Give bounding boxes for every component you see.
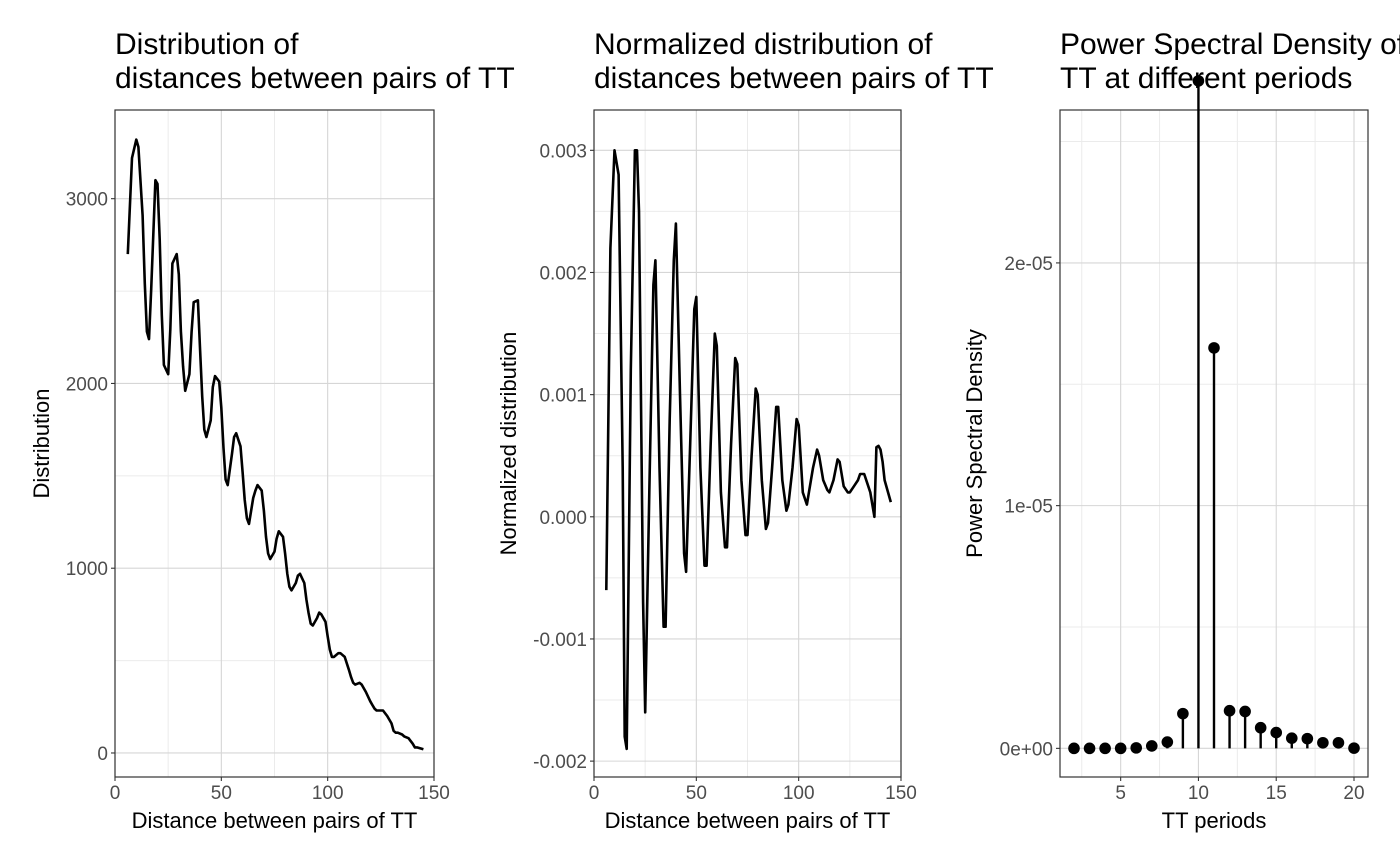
- panel-title: TT at different periods: [1060, 62, 1352, 95]
- data-point: [1083, 742, 1096, 755]
- x-tick-label: 0: [589, 783, 600, 804]
- data-point: [1177, 707, 1189, 720]
- series-line: [605, 149, 893, 751]
- x-tick-label: 150: [418, 783, 450, 804]
- data-point: [1254, 721, 1267, 734]
- y-tick-label: 0.000: [539, 508, 587, 529]
- y-tick-labels: -0.002 -0.001 0.000 0.001 0.002 0.003: [533, 141, 594, 773]
- panel-title: distances between pairs of TT: [594, 62, 994, 95]
- x-tick-label: 15: [1266, 783, 1287, 804]
- plot-frame: [593, 109, 902, 778]
- y-tick-label: 0.003: [539, 141, 587, 162]
- data-point: [1301, 732, 1314, 745]
- y-tick-labels: 0e+00 1e-05 2e-05: [1000, 254, 1060, 760]
- y-axis-label: Normalized distribution: [496, 332, 521, 556]
- x-axis-label: Distance between pairs of TT: [132, 808, 418, 833]
- data-point: [1068, 742, 1080, 755]
- data-point: [1270, 726, 1283, 739]
- y-tick-label: 0.001: [539, 386, 587, 407]
- plot-frame: [1059, 109, 1369, 778]
- y-tick-label: -0.002: [533, 752, 587, 773]
- x-axis-label: TT periods: [1162, 808, 1267, 833]
- x-tick-label: 50: [211, 783, 232, 804]
- x-tick-labels: 0 50 100 150: [110, 777, 450, 804]
- data-point: [1317, 736, 1329, 749]
- y-tick-labels: 0 1000 2000 3000: [66, 190, 115, 765]
- series-line: [126, 138, 424, 751]
- data-point: [1114, 742, 1127, 755]
- y-tick-label: 0.002: [539, 263, 587, 284]
- x-tick-labels: 0 50 100 150: [589, 777, 917, 804]
- y-tick-label: 2e-05: [1004, 254, 1053, 275]
- panel-title: Distribution of: [115, 28, 299, 61]
- data-point: [1130, 742, 1143, 754]
- data-point: [1161, 736, 1174, 748]
- data-point: [1239, 705, 1251, 718]
- data-point: [1223, 704, 1236, 717]
- x-tick-label: 100: [312, 783, 344, 804]
- panel-distribution: Distribution of distances between pairs …: [29, 28, 515, 833]
- data-point: [1348, 742, 1360, 754]
- panel-normalized: Normalized distribution of distances bet…: [496, 28, 994, 833]
- data-point: [1285, 732, 1298, 744]
- data-point: [1332, 736, 1345, 749]
- data-point: [1145, 740, 1158, 752]
- x-tick-label: 20: [1343, 783, 1364, 804]
- y-tick-label: 3000: [66, 190, 108, 211]
- x-tick-label: 100: [783, 783, 815, 804]
- y-tick-label: 1e-05: [1004, 497, 1053, 518]
- data-point: [1208, 342, 1220, 354]
- y-tick-label: 2000: [66, 374, 108, 395]
- panel-title: Power Spectral Density of: [1060, 28, 1400, 61]
- panel-title: Normalized distribution of: [594, 28, 933, 61]
- y-tick-label: 0e+00: [1000, 739, 1053, 760]
- x-tick-label: 10: [1188, 783, 1209, 804]
- y-tick-label: -0.001: [533, 630, 587, 651]
- x-tick-label: 5: [1115, 783, 1126, 804]
- panel-psd: Power Spectral Density of TT at differen…: [962, 28, 1400, 833]
- x-tick-labels: 5 10 15 20: [1115, 777, 1365, 804]
- x-tick-label: 50: [686, 783, 707, 804]
- y-tick-label: 1000: [66, 559, 108, 580]
- plot-frame: [114, 109, 435, 778]
- data-point: [1192, 75, 1205, 87]
- y-axis-label: Power Spectral Density: [962, 329, 987, 558]
- y-tick-label: 0: [97, 744, 108, 765]
- panel-title: distances between pairs of TT: [115, 62, 515, 95]
- x-axis-label: Distance between pairs of TT: [605, 808, 891, 833]
- x-tick-label: 0: [110, 783, 121, 804]
- data-point: [1099, 742, 1111, 755]
- lollipop-marks: [1068, 75, 1360, 755]
- x-tick-label: 150: [885, 783, 917, 804]
- y-axis-label: Distribution: [29, 388, 54, 498]
- grid: [114, 110, 435, 777]
